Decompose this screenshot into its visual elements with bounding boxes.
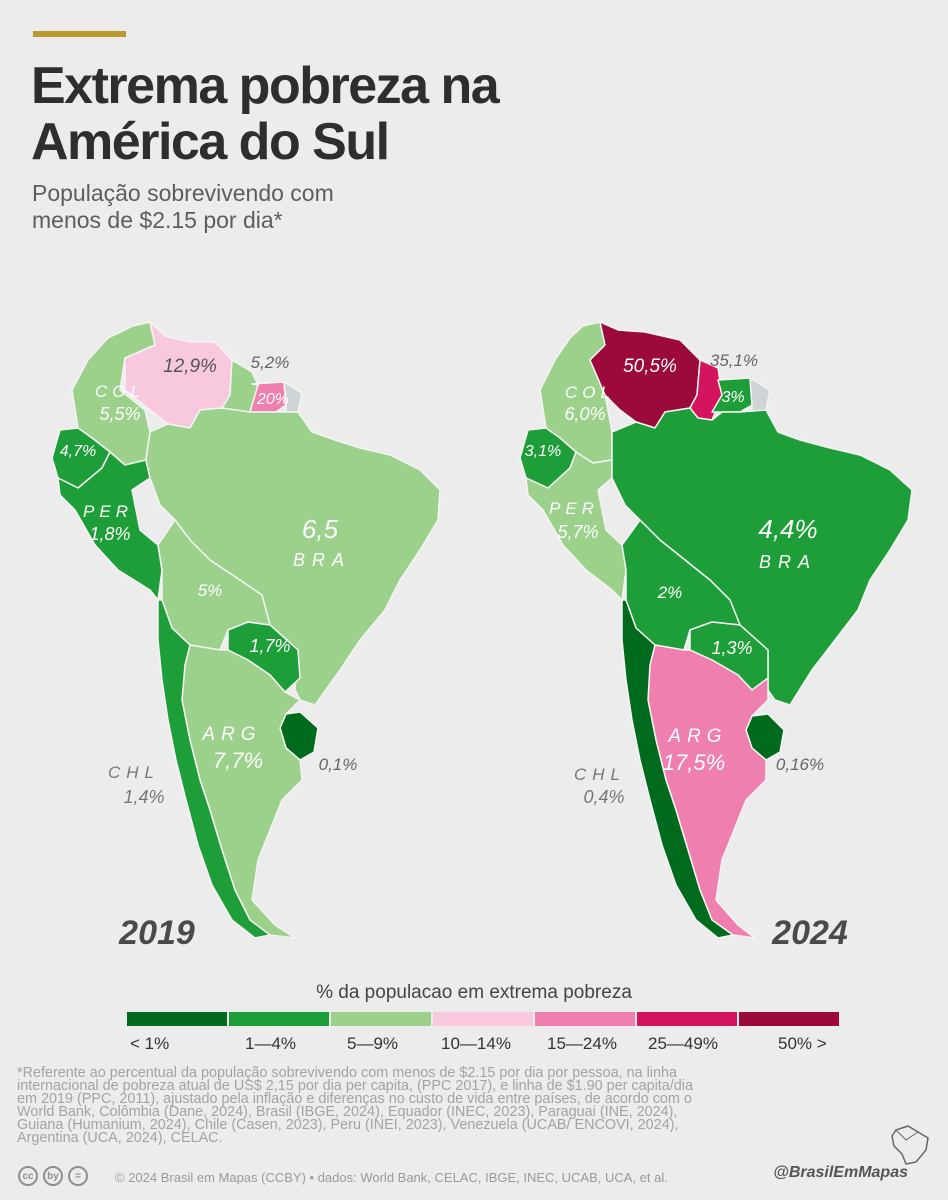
labels-2019: 12,9% COL 5,5% 5,2% 20% 4,7% PER 1,8% 6,… (60, 353, 358, 952)
legend-swatch-15-24 (535, 1012, 635, 1026)
accent-bar (33, 31, 126, 37)
label-2019-peru-value: 1,8% (89, 524, 130, 544)
label-2024-brazil-value: 4,4% (758, 514, 817, 544)
label-2024-colombia-value: 6,0% (564, 404, 605, 424)
label-2024-brazil-code: BRA (759, 552, 817, 572)
legend-label-10-14: 10—14% (441, 1034, 511, 1053)
legend-swatch-lt1 (127, 1012, 227, 1026)
label-2019-colombia-code: COL (95, 382, 145, 401)
label-2019-uruguay-value: 0,1% (319, 755, 358, 774)
year-2019: 2019 (118, 914, 195, 952)
social-handle: @BrasilEmMapas (773, 1164, 908, 1181)
label-2019-chile-value: 1,4% (123, 787, 164, 807)
label-2019-peru-code: PER (83, 502, 133, 521)
map-2019-chile (157, 599, 271, 939)
labels-2024: 50,5% 35,1% COL 6,0% 3% 3,1% PER 5,7% 4,… (525, 351, 848, 952)
legend-label-5-9: 5—9% (347, 1034, 399, 1053)
cc-icon: cc (18, 1166, 38, 1186)
footnote: *Referente ao percentual da população so… (17, 1065, 837, 1146)
map-2024-fguiana (749, 377, 771, 413)
label-2024-paraguay-value: 1,3% (711, 638, 752, 658)
cc-nd-icon: = (68, 1166, 88, 1186)
label-2024-argentina-code: ARG (667, 726, 727, 747)
label-2024-uruguay-value: 0,16% (776, 755, 824, 774)
label-2024-chile-code: CHL (574, 765, 626, 784)
label-2019-venezuela-value: 12,9% (163, 356, 217, 377)
footnote-line-3: em 2019 (PPC, 2011), ajustado pela infla… (17, 1091, 692, 1107)
year-2024: 2024 (771, 914, 848, 952)
label-2019-argentina-value: 7,7% (213, 748, 263, 773)
map-2019 (51, 321, 441, 939)
label-2019-guyana-value: 5,2% (251, 353, 290, 372)
map-2024-chile (621, 599, 734, 939)
legend-label-1-4: 1—4% (245, 1034, 297, 1053)
label-2024-peru-value: 5,7% (557, 522, 598, 542)
title-line-2: América do Sul (31, 113, 390, 171)
label-2019-chile-code: CHL (108, 763, 160, 782)
page-title: Extrema pobreza na América do Sul (31, 58, 731, 170)
legend-label-lt1: < 1% (130, 1034, 170, 1053)
legend-swatch-1-4 (229, 1012, 329, 1026)
legend-color-scale (127, 1012, 839, 1026)
legend-swatch-10-14 (433, 1012, 533, 1026)
label-2019-bolivia-value: 5% (198, 581, 223, 600)
label-2024-colombia-code: COL (565, 383, 615, 402)
page-subtitle: População sobrevivendo com menos de $2.1… (32, 180, 532, 234)
title-line-1: Extrema pobreza na (31, 57, 500, 115)
label-2024-ecuador-value: 3,1% (525, 443, 561, 460)
label-2024-peru-code: PER (549, 499, 599, 518)
label-2024-suriname-value: 3% (721, 389, 744, 406)
footnote-line-4: World Bank, Colômbia (Dane, 2024), Brasi… (17, 1104, 678, 1120)
legend-title: % da populacao em extrema pobreza (316, 982, 632, 1003)
footnote-line-2: internacional de pobreza atual de US$ 2,… (17, 1078, 694, 1094)
brasil-map-logo-icon (891, 1125, 929, 1165)
legend-label-50: 50% > (778, 1034, 827, 1053)
subtitle-line-2: menos de $2.15 por dia* (32, 207, 283, 233)
label-2024-guyana-value: 35,1% (710, 351, 758, 370)
label-2019-ecuador-value: 4,7% (60, 443, 96, 460)
legend-swatch-50 (739, 1012, 839, 1026)
cc-by-icon: by (43, 1166, 63, 1186)
footnote-line-5: Guiana (Humanium, 2024), Chile (Casen, 2… (17, 1117, 679, 1133)
map-2019-peru (57, 451, 163, 601)
legend-swatch-25-49 (637, 1012, 737, 1026)
cc-license-icons: cc by = (18, 1166, 93, 1186)
label-2024-argentina-value: 17,5% (663, 750, 725, 775)
legend-label-25-49: 25—49% (648, 1034, 718, 1053)
map-2024 (519, 321, 913, 939)
label-2019-paraguay-value: 1,7% (249, 636, 290, 656)
label-2019-colombia-value: 5,5% (99, 404, 140, 424)
label-2024-venezuela-value: 50,5% (623, 356, 677, 377)
label-2019-brazil-code: BRA (293, 550, 351, 570)
label-2019-argentina-code: ARG (201, 724, 261, 745)
label-2019-brazil-value: 6,5 (302, 514, 339, 544)
subtitle-line-1: População sobrevivendo com (32, 180, 334, 206)
legend-label-15-24: 15—24% (547, 1034, 617, 1053)
label-2024-chile-value: 0,4% (583, 787, 624, 807)
label-2019-suriname-value: 20% (256, 391, 289, 408)
credits: © 2024 Brasil em Mapas (CCBY) • dados: W… (115, 1170, 668, 1185)
legend-swatch-5-9 (331, 1012, 431, 1026)
label-2024-bolivia-value: 2% (657, 583, 683, 602)
map-2024-peru (525, 451, 627, 601)
footnote-line-1: *Referente ao percentual da população so… (17, 1065, 678, 1081)
footnote-line-6: Argentina (UCA, 2024), CELAC. (17, 1130, 223, 1146)
